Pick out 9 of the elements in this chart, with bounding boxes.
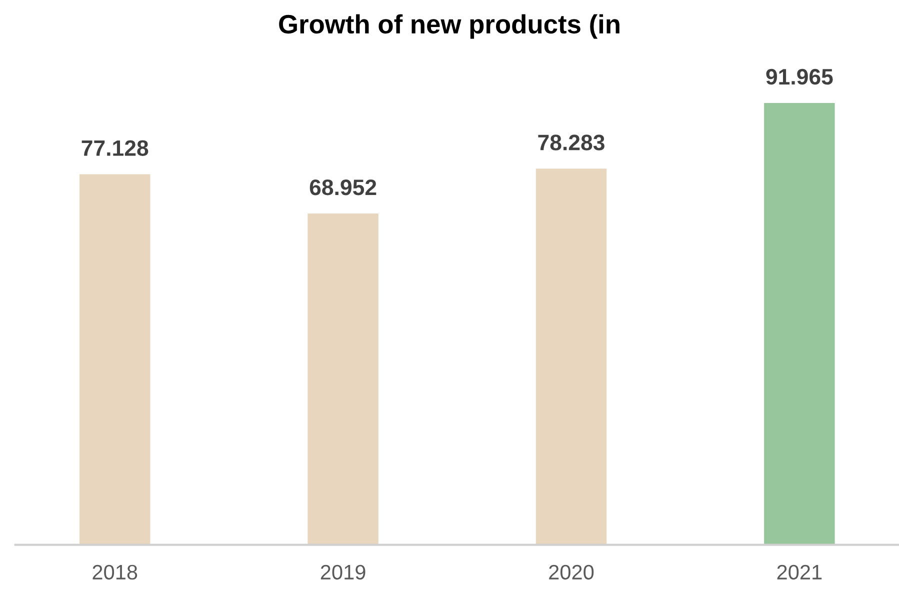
x-tick-label: 2020 — [549, 564, 594, 580]
x-tick-label: 2021 — [777, 564, 822, 580]
x-tick-label: 2018 — [92, 564, 138, 580]
data-label: 68.952 — [310, 180, 376, 196]
x-tick-label: 2019 — [320, 564, 366, 580]
data-label: 91.965 — [766, 68, 833, 85]
data-label: 78.283 — [538, 134, 604, 150]
data-label: 77.128 — [82, 140, 148, 156]
chart-title: Growth of new products (in — [279, 14, 620, 39]
